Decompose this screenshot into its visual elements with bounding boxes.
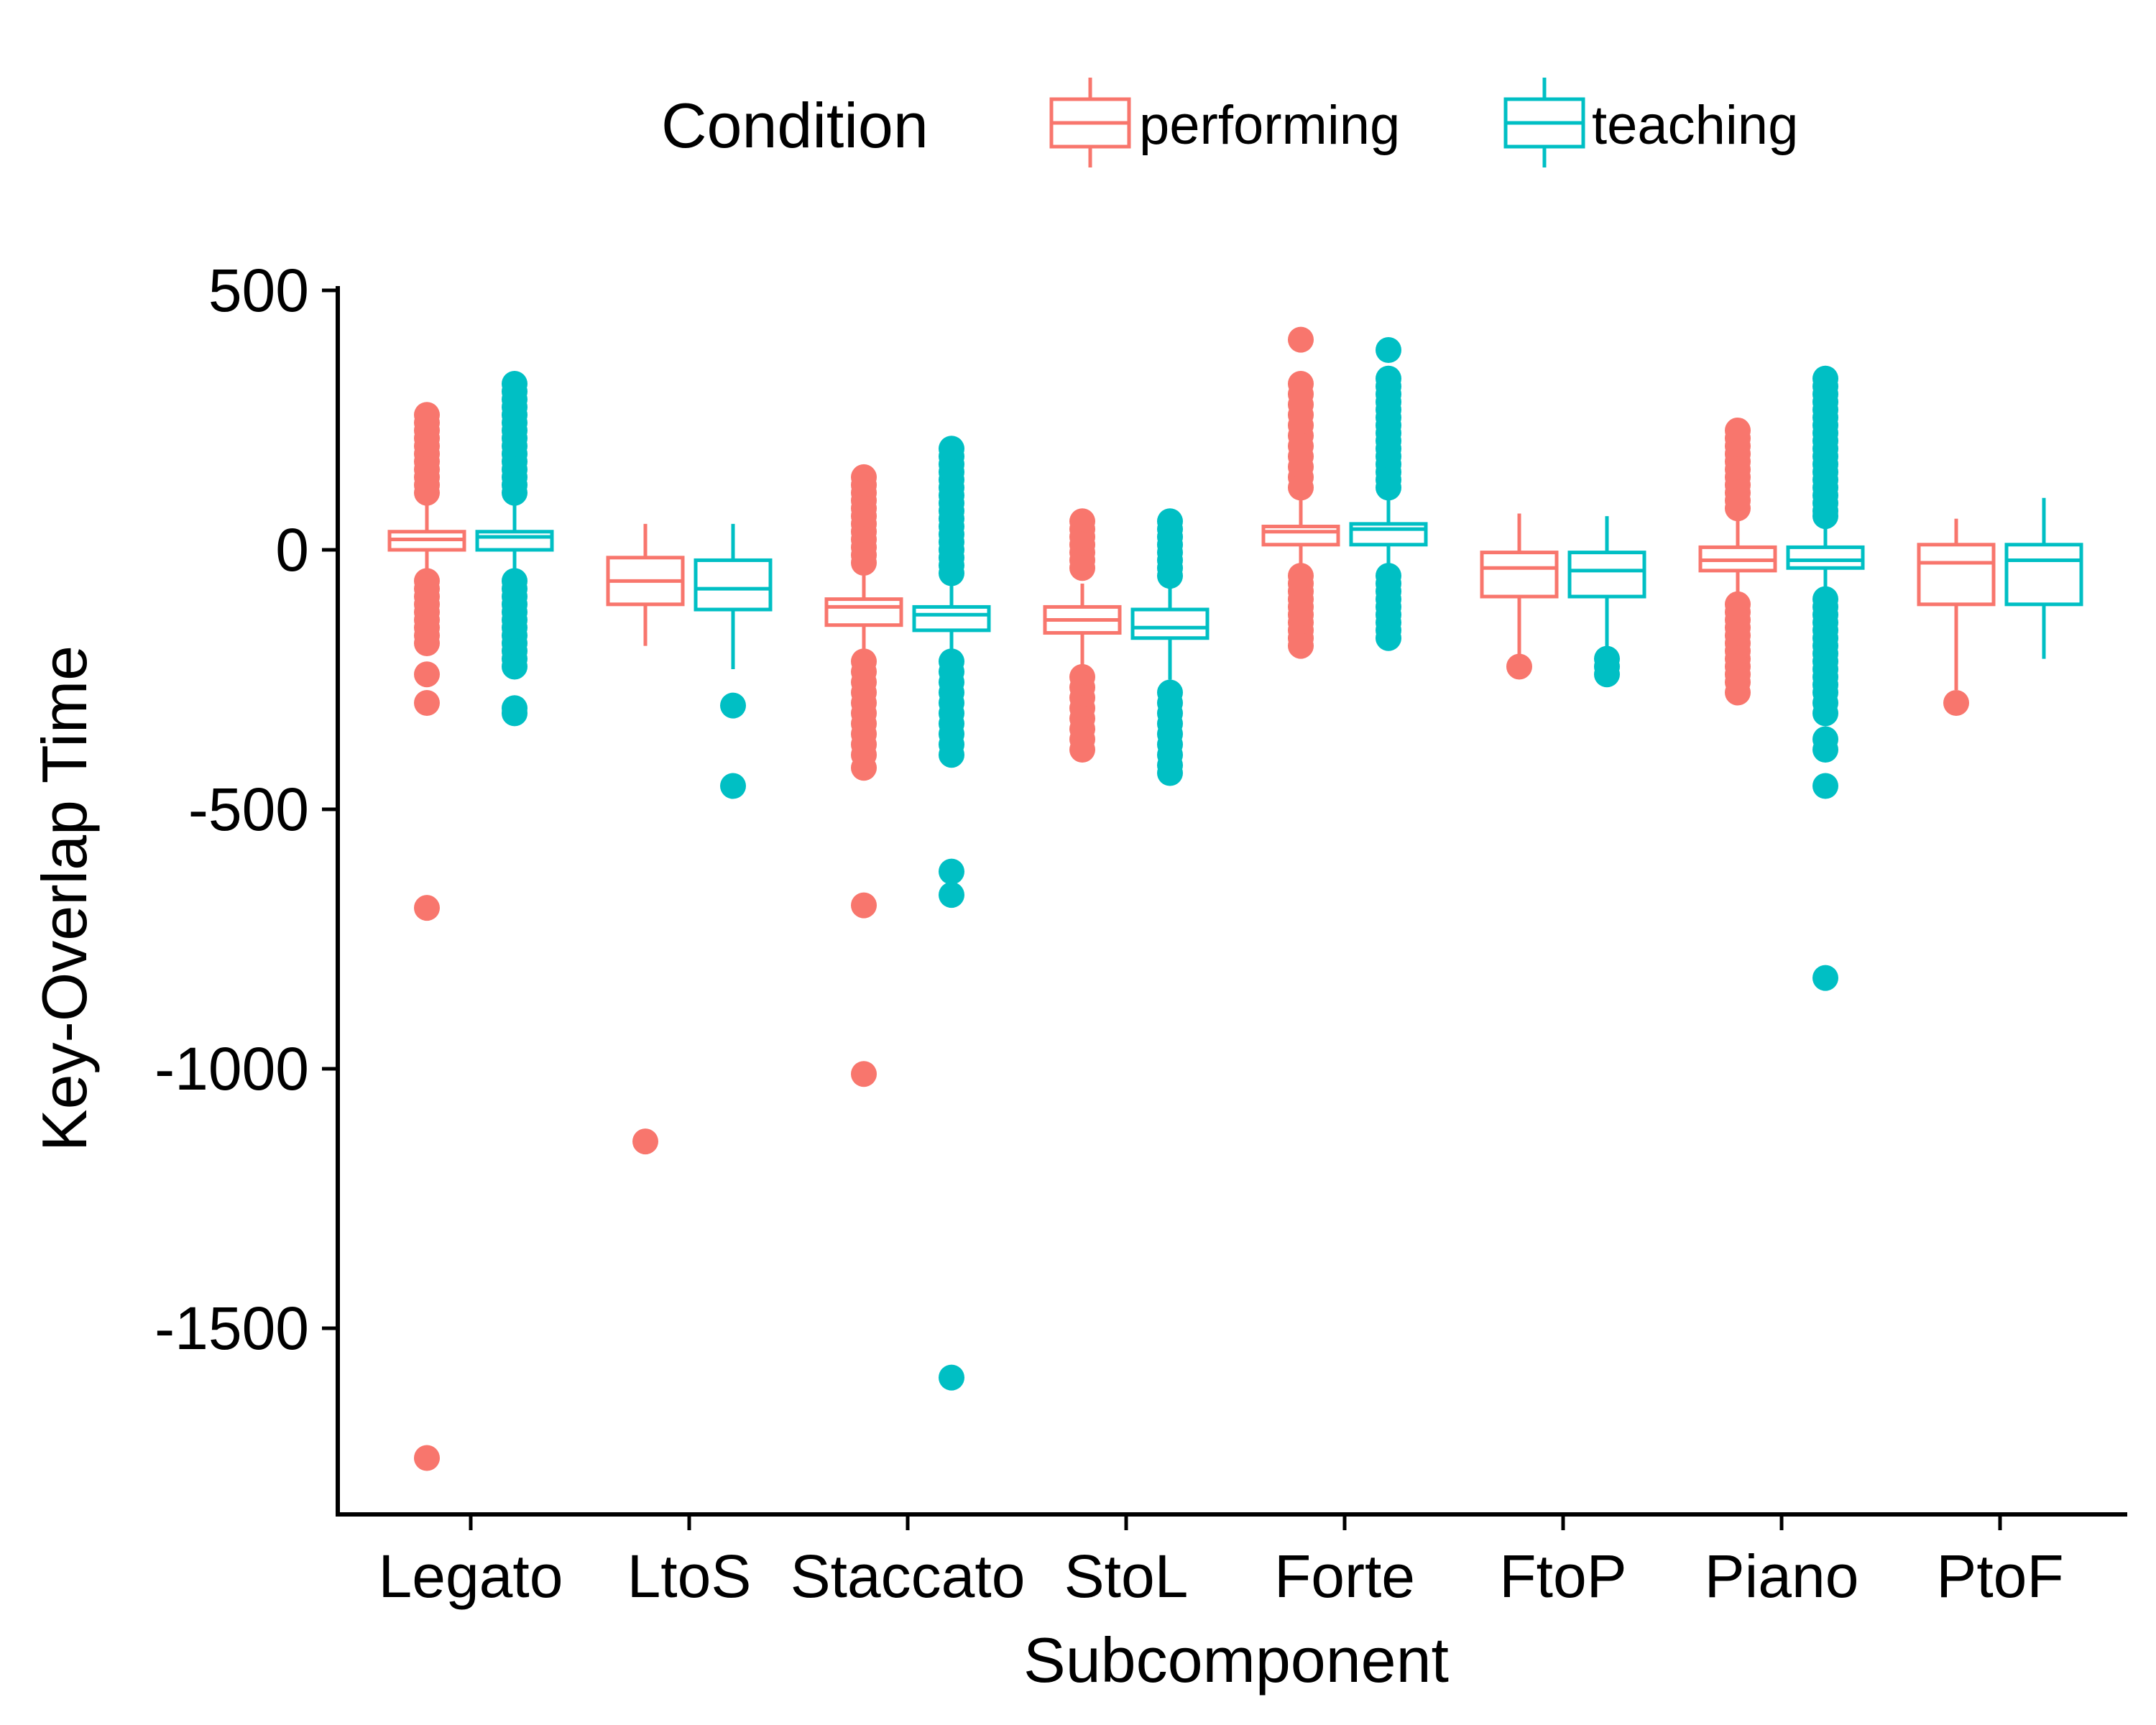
y-tick-label: -500 xyxy=(188,776,309,843)
box-body-ftop-teaching xyxy=(1567,551,1646,599)
outlier-legato-teaching xyxy=(502,479,528,506)
box-piano-teaching xyxy=(1786,365,1865,991)
outlier-staccato-performing xyxy=(851,892,877,919)
y-axis-ticks: 500 0 -500 -1000 -1500 xyxy=(155,257,338,1362)
x-axis-ticks: Legato LtoS Staccato StoL Forte FtoP Piano PtoF xyxy=(379,1514,2064,1610)
box-forte-teaching xyxy=(1349,337,1428,651)
outlier-piano-performing xyxy=(1725,679,1751,706)
box-ltos-performing xyxy=(606,523,685,1155)
outlier-forte-performing xyxy=(1288,474,1314,501)
box-body-piano-teaching xyxy=(1786,545,1865,570)
outlier-legato-performing xyxy=(414,630,440,656)
box-body-ftop-performing xyxy=(1480,551,1559,599)
legend: Condition performing teaching xyxy=(661,78,1798,167)
x-tick-label: PtoF xyxy=(1936,1542,2063,1610)
x-axis-title: Subcomponent xyxy=(1023,1624,1449,1696)
legend-key-performing xyxy=(1049,78,1131,167)
outlier-piano-teaching xyxy=(1812,965,1838,991)
x-tick-label: Legato xyxy=(379,1542,563,1610)
outlier-stol-performing xyxy=(1069,736,1095,763)
outlier-staccato-performing xyxy=(851,1061,877,1087)
outlier-piano-performing xyxy=(1725,495,1751,522)
x-tick-label: LtoS xyxy=(627,1542,752,1610)
outlier-legato-performing xyxy=(414,895,440,921)
box-ptof-teaching xyxy=(2004,497,2083,659)
outlier-stol-teaching xyxy=(1157,563,1183,589)
outlier-ftop-teaching xyxy=(1594,661,1620,688)
outlier-forte-teaching xyxy=(1376,337,1401,364)
outlier-piano-teaching xyxy=(1812,773,1838,799)
legend-label-teaching: teaching xyxy=(1592,95,1798,156)
outlier-forte-teaching xyxy=(1376,474,1401,501)
y-tick-label: 0 xyxy=(275,516,309,584)
outlier-ltos-performing xyxy=(632,1128,658,1155)
box-body-ptof-teaching xyxy=(2004,543,2083,607)
box-ftop-teaching xyxy=(1567,516,1646,688)
outlier-legato-performing xyxy=(414,1445,440,1471)
box-body-legato-teaching xyxy=(475,530,554,552)
outlier-legato-performing xyxy=(414,479,440,506)
outlier-forte-teaching xyxy=(1376,625,1401,651)
outlier-forte-performing xyxy=(1288,326,1314,353)
box-body-forte-teaching xyxy=(1349,522,1428,547)
box-body-stol-teaching xyxy=(1130,607,1210,640)
outlier-staccato-teaching xyxy=(939,560,964,586)
box-ptof-performing xyxy=(1917,518,1996,716)
outlier-legato-performing xyxy=(414,689,440,716)
plot-area xyxy=(387,326,2083,1471)
x-tick-label: StoL xyxy=(1064,1542,1189,1610)
outlier-stol-teaching xyxy=(1157,760,1183,786)
box-legato-performing xyxy=(387,402,466,1471)
box-legato-teaching xyxy=(475,370,554,727)
outlier-staccato-teaching xyxy=(939,858,964,885)
box-staccato-performing xyxy=(824,464,903,1087)
x-tick-label: FtoP xyxy=(1499,1542,1626,1610)
outlier-staccato-performing xyxy=(851,755,877,781)
box-ltos-teaching xyxy=(694,523,773,799)
y-tick-label: -1500 xyxy=(155,1294,309,1362)
y-tick-label: 500 xyxy=(208,257,309,324)
outlier-piano-teaching xyxy=(1812,503,1838,530)
outlier-staccato-teaching xyxy=(939,1364,964,1391)
box-body-ptof-performing xyxy=(1917,543,1996,607)
box-body-staccato-performing xyxy=(824,597,903,627)
outlier-legato-teaching xyxy=(502,653,528,680)
box-piano-performing xyxy=(1698,417,1777,706)
outlier-stol-performing xyxy=(1069,555,1095,581)
outlier-piano-teaching xyxy=(1812,736,1838,763)
outlier-staccato-teaching xyxy=(939,742,964,768)
x-tick-label: Piano xyxy=(1705,1542,1859,1610)
box-body-ltos-teaching xyxy=(694,558,773,612)
outlier-ltos-teaching xyxy=(720,692,746,719)
outlier-ftop-performing xyxy=(1506,653,1532,680)
legend-title: Condition xyxy=(661,90,929,161)
y-tick-label: -1000 xyxy=(155,1035,309,1103)
outlier-legato-performing xyxy=(414,661,440,688)
box-body-staccato-teaching xyxy=(912,604,991,632)
x-tick-label: Forte xyxy=(1274,1542,1415,1610)
legend-label-performing: performing xyxy=(1139,95,1400,156)
box-staccato-teaching xyxy=(912,436,991,1391)
box-forte-performing xyxy=(1261,326,1340,659)
box-body-forte-performing xyxy=(1261,525,1340,547)
outlier-ptof-performing xyxy=(1943,689,1969,716)
x-tick-label: Staccato xyxy=(791,1542,1026,1610)
box-stol-teaching xyxy=(1130,508,1210,786)
outlier-staccato-teaching xyxy=(939,882,964,908)
box-stol-performing xyxy=(1043,508,1122,763)
legend-key-teaching xyxy=(1503,78,1585,167)
y-axis-title: Key-Overlap Time xyxy=(29,645,100,1151)
outlier-forte-performing xyxy=(1288,632,1314,659)
outlier-piano-teaching xyxy=(1812,700,1838,727)
outlier-legato-teaching xyxy=(502,700,528,727)
box-ftop-performing xyxy=(1480,513,1559,680)
outlier-staccato-performing xyxy=(851,550,877,576)
outlier-ltos-teaching xyxy=(720,773,746,799)
